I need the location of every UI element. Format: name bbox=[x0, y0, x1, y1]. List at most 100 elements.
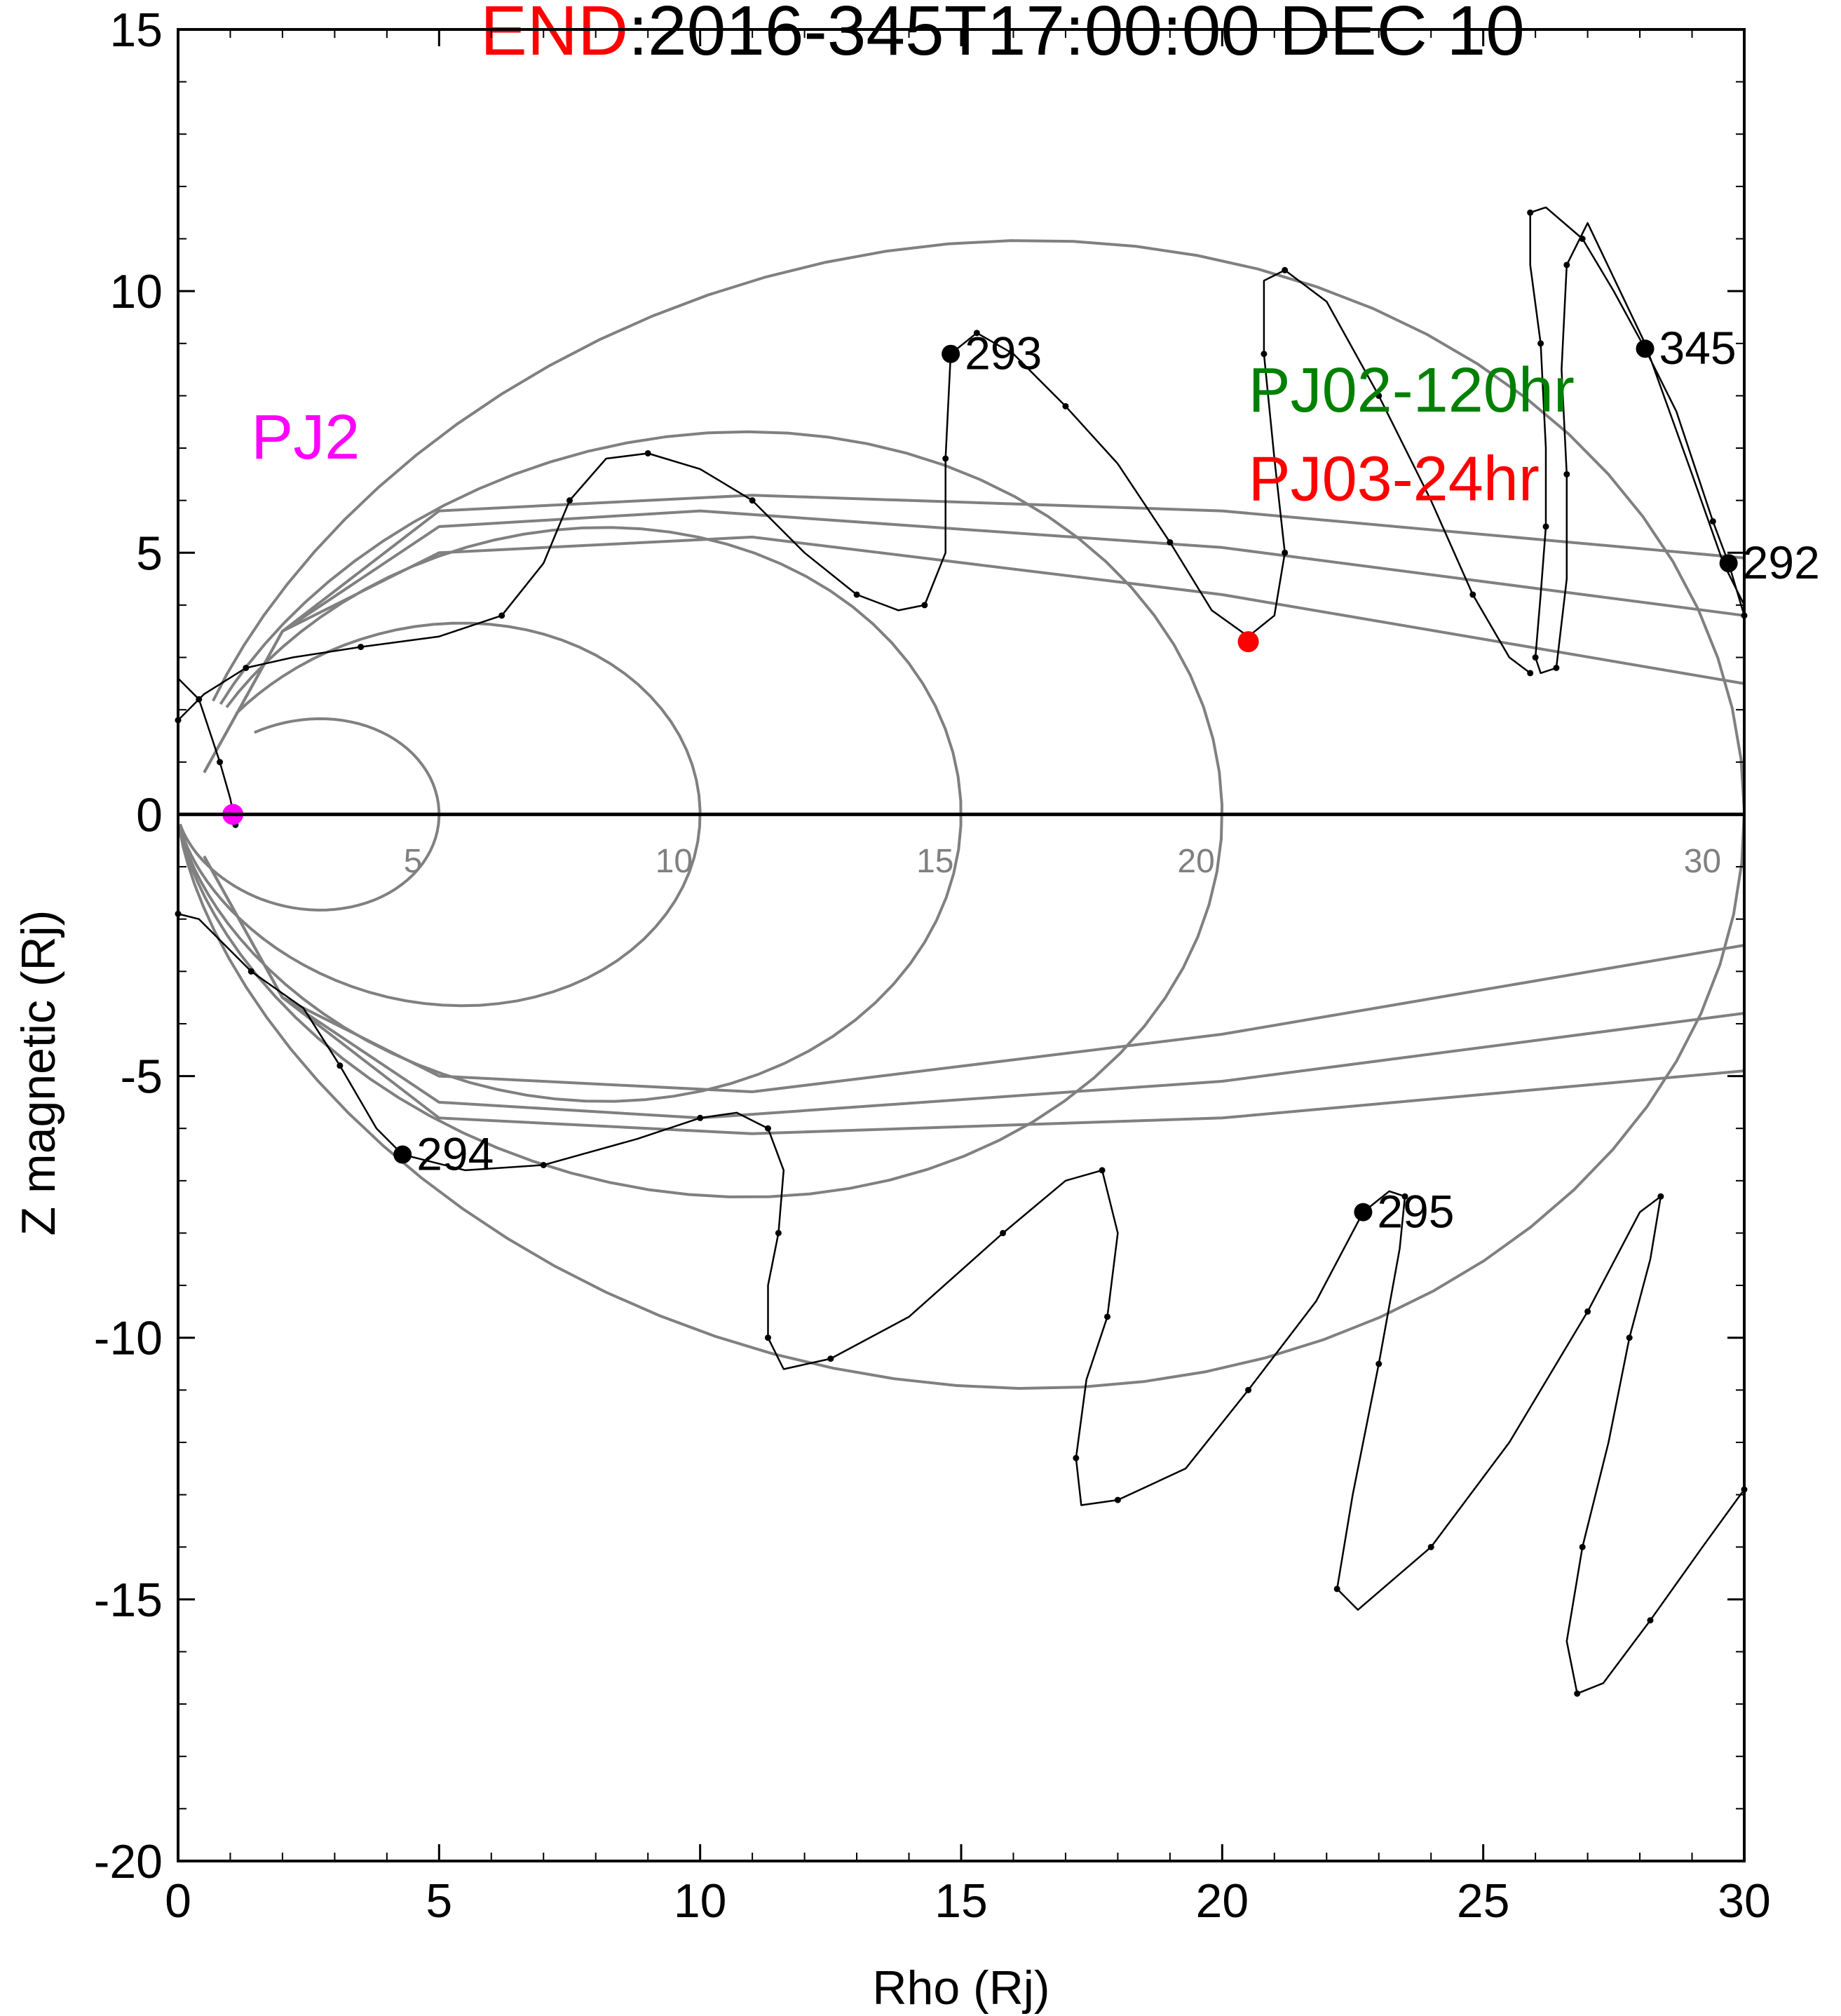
annotation-pj03-24hr: PJ03-24hr bbox=[1249, 445, 1540, 515]
trajectory-path-a-dot bbox=[697, 1115, 703, 1121]
x-tick-label-10: 10 bbox=[674, 1874, 727, 1928]
trajectory-path-a-dot bbox=[1580, 236, 1586, 242]
day-label-293: 293 bbox=[965, 327, 1042, 379]
annotation-pj02-120hr: PJ02-120hr bbox=[1249, 356, 1575, 426]
trajectory-path-a-dot bbox=[1104, 1313, 1110, 1320]
open-field-line-south-3 bbox=[204, 856, 1744, 1134]
trajectory-path-a-dot bbox=[1115, 1497, 1121, 1503]
day-label-345: 345 bbox=[1659, 322, 1737, 374]
title-end-label: END bbox=[480, 0, 628, 70]
trajectory-path-b-dot bbox=[921, 602, 928, 608]
labels: 292 293 294 295 345 5 10 15 20 30 PJ2 PJ02-120hr PJ0… bbox=[94, 4, 1820, 1928]
trajectory-path-a-dot bbox=[1563, 471, 1570, 478]
trajectory-path-b-dot bbox=[566, 497, 573, 503]
field-line-label-10: 10 bbox=[655, 843, 693, 880]
y-tick-label--20: -20 bbox=[94, 1835, 163, 1888]
open-field-line-north-3 bbox=[204, 495, 1744, 772]
trajectory-path-b-dot bbox=[1527, 670, 1533, 676]
y-tick-label-10: 10 bbox=[109, 265, 163, 318]
trajectory-path-b-dot bbox=[358, 644, 364, 650]
day-marker-292 bbox=[1720, 554, 1738, 572]
day-marker-345 bbox=[1636, 339, 1655, 358]
axes bbox=[178, 29, 1744, 1861]
trajectory-path-pj2 bbox=[178, 678, 236, 825]
y-tick-label--15: -15 bbox=[94, 1574, 163, 1627]
open-field-line-south-1 bbox=[204, 856, 1744, 1092]
trajectory-path-a-dot bbox=[1543, 523, 1549, 529]
trajectory-path-b-dot bbox=[749, 497, 756, 503]
x-axis-title: Rho (Rj) bbox=[872, 1961, 1049, 2015]
y-tick-label-5: 5 bbox=[136, 527, 163, 580]
trajectory-path-a-dot bbox=[1626, 1334, 1633, 1341]
trajectory bbox=[175, 208, 1748, 1697]
trajectory-path-pj2-dot bbox=[196, 696, 202, 703]
y-axis-title: Z magnetic (Rj) bbox=[12, 910, 65, 1236]
trajectory-path-a-dot bbox=[1428, 1544, 1434, 1550]
trajectory-path-b-dot bbox=[1062, 403, 1068, 410]
x-tick-label-5: 5 bbox=[426, 1874, 452, 1928]
trajectory-path-a-dot bbox=[1710, 518, 1716, 525]
trajectory-path-a-dot bbox=[775, 1230, 782, 1236]
trajectory-path-b-dot bbox=[243, 665, 249, 671]
trajectory-path-b-dot bbox=[1167, 539, 1173, 546]
field-line-label-30: 30 bbox=[1684, 843, 1721, 880]
end-marker bbox=[1238, 631, 1259, 652]
trajectory-path-a-dot bbox=[1000, 1230, 1006, 1236]
y-tick-label-0: 0 bbox=[136, 788, 163, 841]
trajectory-path-a-dot bbox=[248, 968, 254, 975]
day-marker-294 bbox=[393, 1146, 412, 1164]
trajectory-path-b-dot bbox=[645, 450, 651, 456]
open-field-line-north-2 bbox=[204, 511, 1744, 773]
annotation-pj2: PJ2 bbox=[251, 402, 360, 473]
day-label-292: 292 bbox=[1743, 536, 1820, 588]
day-label-294: 294 bbox=[416, 1128, 494, 1180]
trajectory-path-a-dot bbox=[541, 1162, 547, 1168]
trajectory-path-a-dot bbox=[1553, 665, 1559, 671]
plot-frame bbox=[178, 29, 1744, 1861]
y-tick-label--5: -5 bbox=[121, 1050, 163, 1104]
trajectory-path-a-dot bbox=[765, 1125, 771, 1132]
trajectory-path-a-dot bbox=[1099, 1167, 1106, 1173]
trajectory-path-a-dot bbox=[1657, 1193, 1664, 1200]
open-field-line-north-1 bbox=[204, 537, 1744, 773]
day-marker-295 bbox=[1354, 1203, 1372, 1222]
trajectory-path-b-dot bbox=[498, 612, 505, 618]
day-marker-293 bbox=[942, 345, 960, 363]
trajectory-path-a-dot bbox=[1563, 262, 1570, 268]
trajectory-path-a-dot bbox=[1375, 1361, 1382, 1367]
trajectory-path-a-dot bbox=[1574, 1691, 1580, 1697]
field-line-label-20: 20 bbox=[1177, 843, 1214, 880]
trajectory-path-a-dot bbox=[1584, 1308, 1591, 1315]
trajectory-path-b-dot bbox=[1282, 550, 1288, 556]
trajectory-path-a-dot bbox=[1647, 1617, 1653, 1623]
day-label-295: 295 bbox=[1377, 1186, 1454, 1238]
chart-title: END:2016-345T17:00:00 DEC 10 bbox=[480, 0, 1525, 70]
x-tick-label-15: 15 bbox=[935, 1874, 988, 1928]
trajectory-path-a-dot bbox=[827, 1355, 834, 1362]
field-line-label-5: 5 bbox=[404, 843, 423, 880]
trajectory-path-a-dot bbox=[1334, 1585, 1340, 1592]
trajectory-path-a-dot bbox=[1245, 1387, 1251, 1393]
trajectory-path-b-dot bbox=[942, 455, 949, 461]
x-tick-label-0: 0 bbox=[165, 1874, 191, 1928]
trajectory-path-pj2-dot bbox=[217, 759, 223, 765]
trajectory-path-b-dot bbox=[1469, 591, 1476, 597]
trajectory-path-a-dot bbox=[337, 1062, 343, 1069]
trajectory-path-b-dot bbox=[1282, 267, 1288, 273]
trajectory-path-a-dot bbox=[1580, 1544, 1586, 1550]
x-tick-label-30: 30 bbox=[1718, 1874, 1771, 1928]
x-tick-label-25: 25 bbox=[1457, 1874, 1510, 1928]
trajectory-path-b-dot bbox=[854, 591, 860, 597]
x-tick-label-20: 20 bbox=[1196, 1874, 1249, 1928]
trajectory-path-a-dot bbox=[1537, 340, 1544, 346]
field-line-label-15: 15 bbox=[916, 843, 953, 880]
y-tick-label-15: 15 bbox=[109, 4, 163, 57]
y-tick-label--10: -10 bbox=[94, 1312, 163, 1365]
trajectory-path-a-dot bbox=[1527, 210, 1533, 216]
trajectory-path-a-dot bbox=[1073, 1455, 1079, 1461]
title-date: :2016-345T17:00:00 DEC 10 bbox=[628, 0, 1525, 70]
trajectory-path-a-dot bbox=[765, 1334, 771, 1341]
trajectory-path-a-dot bbox=[1533, 654, 1539, 661]
trajectory-path-a bbox=[178, 208, 1744, 1694]
